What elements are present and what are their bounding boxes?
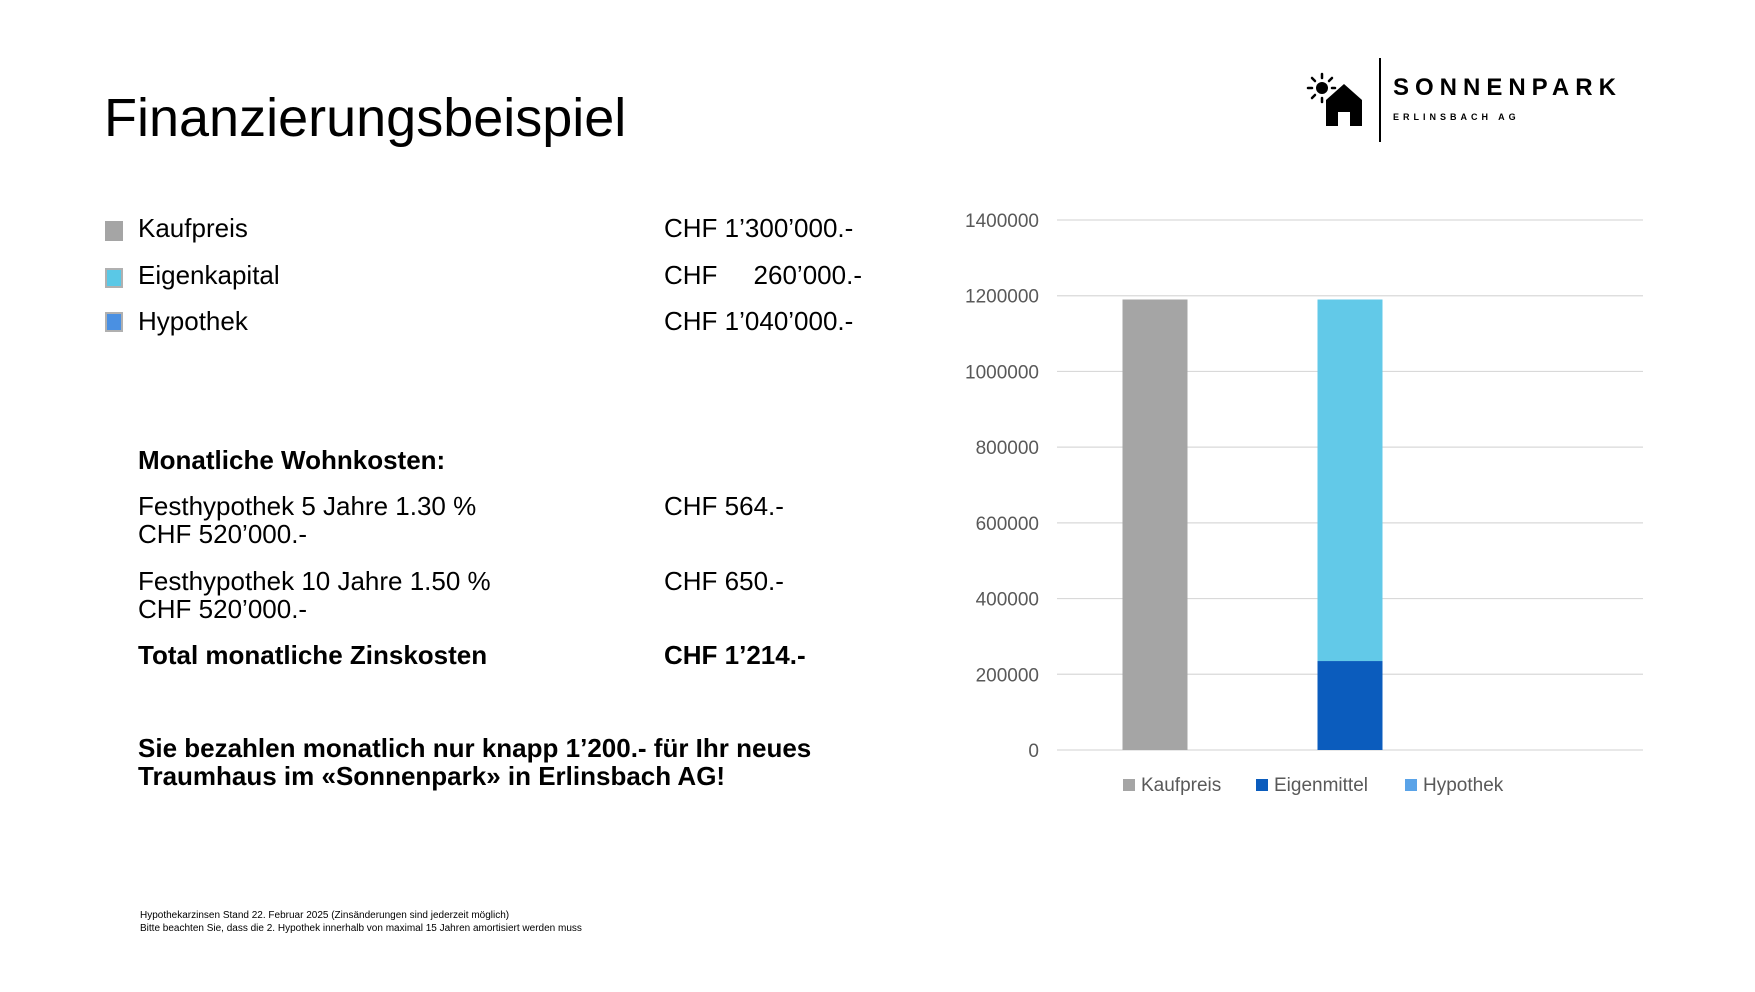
summary-label-kaufpreis: Kaufpreis [138, 213, 248, 243]
footnote-line1: Hypothekarzinsen Stand 22. Februar 2025 … [140, 910, 510, 921]
logo-name: SONNENPARK [1393, 74, 1622, 101]
summary-amount-kaufpreis: CHF 1’300’000.- [664, 213, 854, 243]
y-tick-label: 600000 [976, 514, 1039, 535]
legend-swatch-kaufpreis [1123, 779, 1135, 791]
y-tick-label: 1400000 [965, 211, 1039, 232]
cost-item-2-amount: CHF 650.- [664, 566, 784, 596]
financing-bar-chart: 0 200000 400000 600000 800000 1000000 1200000 1… [965, 211, 1643, 796]
message-line2: Traumhaus im «Sonnenpark» in Erlinsbach … [138, 761, 726, 791]
hypothek-marker [105, 312, 123, 332]
cost-item-1-line2: CHF 520’000.- [138, 519, 308, 549]
legend-swatch-hypothek [1405, 779, 1417, 791]
legend-label-hypothek: Hypothek [1423, 775, 1504, 796]
message-line1: Sie bezahlen monatlich nur knapp 1’200.-… [138, 733, 812, 763]
y-tick-label: 0 [1028, 741, 1039, 762]
total-amount: CHF 1’214.- [664, 640, 806, 670]
y-tick-label: 400000 [976, 590, 1039, 611]
total-label: Total monatliche Zinskosten [138, 640, 488, 670]
legend-label-kaufpreis: Kaufpreis [1141, 775, 1221, 796]
eigenkapital-marker [105, 268, 123, 288]
legend-label-eigenmittel: Eigenmittel [1274, 775, 1368, 796]
bar-segment-kaufpreis [1122, 299, 1188, 750]
bar-segment-hypothek [1317, 299, 1383, 662]
kaufpreis-marker [105, 221, 123, 241]
summary-amount-eigenkapital: CHF 260’000.- [664, 260, 862, 290]
page-title: Finanzierungsbeispiel [104, 88, 627, 148]
summary-amount-hypothek: CHF 1’040’000.- [664, 306, 854, 336]
summary-label-eigenkapital: Eigenkapital [138, 260, 280, 290]
logo-divider [1379, 58, 1381, 142]
legend-swatch-eigenmittel [1256, 779, 1268, 791]
y-tick-label: 1000000 [965, 362, 1039, 383]
logo-subtitle: ERLINSBACH AG [1393, 112, 1520, 122]
cost-item-2-line2: CHF 520’000.- [138, 594, 308, 624]
summary-label-hypothek: Hypothek [138, 306, 248, 336]
footnote-line2: Bitte beachten Sie, dass die 2. Hypothek… [140, 923, 582, 934]
cost-item-2-line1: Festhypothek 10 Jahre 1.50 % [138, 566, 491, 596]
cost-item-1-amount: CHF 564.- [664, 491, 784, 521]
y-tick-label: 800000 [976, 438, 1039, 459]
costs-heading: Monatliche Wohnkosten: [138, 445, 446, 475]
y-tick-label: 200000 [976, 665, 1039, 686]
sun-house-icon [1306, 72, 1362, 126]
y-tick-label: 1200000 [965, 287, 1039, 308]
cost-item-1-line1: Festhypothek 5 Jahre 1.30 % [138, 491, 477, 521]
bar-segment-eigenmittel [1317, 661, 1383, 750]
